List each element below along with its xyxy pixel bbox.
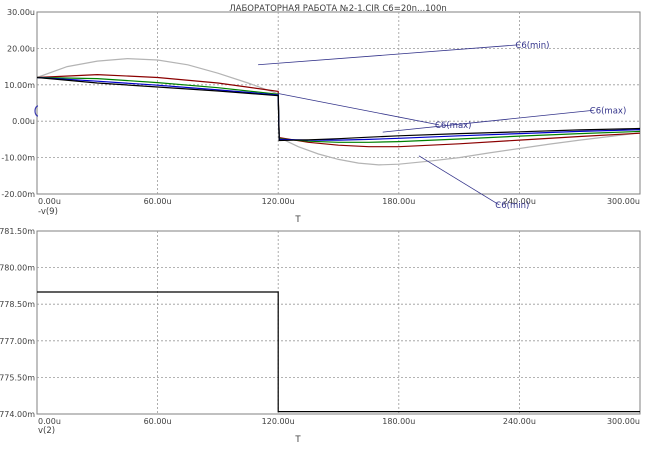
annotations: C6(min) C6(max) C6(max) C6(min) xyxy=(258,41,626,211)
series-lines xyxy=(37,291,640,413)
annotation-label: C6(min) xyxy=(495,201,529,211)
x-tick-label: 0.00u xyxy=(38,197,61,206)
series-line-5 xyxy=(36,76,641,142)
x-axis-label: T xyxy=(294,215,301,225)
y-tick-label: -10.00m xyxy=(1,154,35,163)
annotation-label: C6(max) xyxy=(590,106,627,116)
x-tick-label: 60.00u xyxy=(144,197,172,206)
series-lines xyxy=(36,57,641,166)
x-tick-label: 120.00u xyxy=(262,197,295,206)
x-tick-label: 180.00u xyxy=(382,417,415,426)
annotation-leader-line xyxy=(382,109,594,133)
plot-frame xyxy=(36,11,641,195)
trace-label: -v(9) xyxy=(38,207,58,217)
y-tick-label: 778.50m xyxy=(0,300,35,309)
x-axis-label: T xyxy=(294,435,301,445)
trace-label: v(2) xyxy=(38,426,55,436)
annotation-leader-line xyxy=(278,93,440,126)
y-tick-label: 781.50m xyxy=(0,227,35,236)
y-tick-labels: 774.00m 775.50m 777.00m 778.50m 780.00m 781.5… xyxy=(0,227,35,419)
x-tick-label: 60.00u xyxy=(144,417,172,426)
series-line-1 xyxy=(37,291,640,413)
voltage-v2-plot: 774.00m 775.50m 777.00m 778.50m 780.00m 781.5… xyxy=(0,227,641,445)
x-tick-label: 300.00u xyxy=(607,197,640,206)
series-line-1 xyxy=(36,57,641,166)
grid xyxy=(37,231,640,414)
annotation-leader-line xyxy=(258,44,520,66)
chart-title: ЛАБОРАТОРНАЯ РАБОТА №2-1.CIR C6=20n...10… xyxy=(229,4,447,14)
series-line-2 xyxy=(36,73,641,148)
y-tick-label: -20.00m xyxy=(1,190,35,199)
annotation-label: C6(min) xyxy=(515,41,549,51)
plot-frame xyxy=(36,230,641,415)
y-tick-label: 10.00m xyxy=(4,81,35,90)
y-tick-label: 780.00m xyxy=(0,264,35,273)
series-line-3 xyxy=(36,76,641,143)
marker-icon xyxy=(34,105,39,117)
y-tick-label: 777.00m xyxy=(0,337,35,346)
x-tick-label: 0.00u xyxy=(38,417,61,426)
y-tick-label: 30.00u xyxy=(7,8,35,17)
series-line-4 xyxy=(36,76,641,141)
annotation-label: C6(max) xyxy=(435,121,472,131)
y-tick-label: 20.00u xyxy=(7,44,35,53)
y-tick-label: 774.00m xyxy=(0,410,35,419)
y-tick-labels: -20.00m -10.00m 0.00u 10.00m 20.00u 30.00u xyxy=(1,8,35,199)
x-tick-label: 120.00u xyxy=(262,417,295,426)
annotation-leader-line xyxy=(418,155,500,206)
grid xyxy=(37,12,640,194)
y-tick-label: 775.50m xyxy=(0,373,35,382)
x-tick-labels: 0.00u 60.00u 120.00u 180.00u 240.00u 300.00u xyxy=(38,417,640,426)
y-tick-label: 0.00u xyxy=(12,117,35,126)
voltage-v9-plot: -20.00m -10.00m 0.00u 10.00m 20.00u 30.00u 0.… xyxy=(1,8,641,225)
x-tick-label: 240.00u xyxy=(503,417,536,426)
x-tick-label: 300.00u xyxy=(607,417,640,426)
x-tick-label: 240.00u xyxy=(503,197,536,206)
x-tick-label: 180.00u xyxy=(382,197,415,206)
x-tick-labels: 0.00u 60.00u 120.00u 180.00u 240.00u 300.00u xyxy=(38,197,640,206)
